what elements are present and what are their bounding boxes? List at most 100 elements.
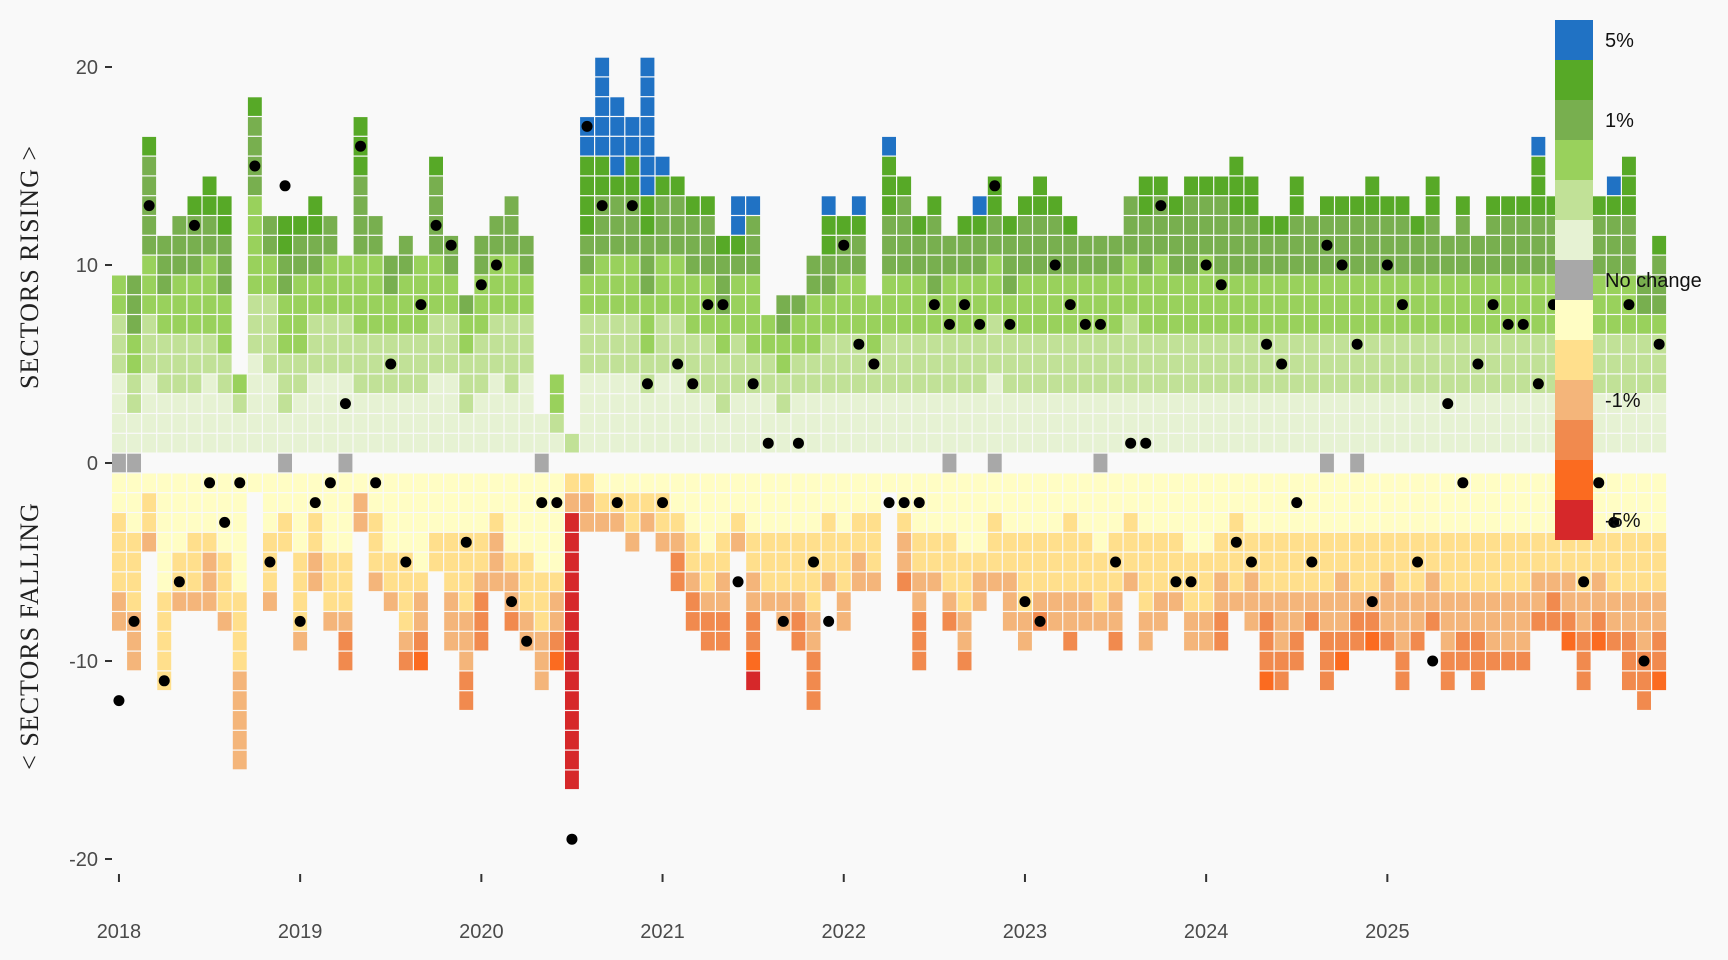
rising-cell [791,315,806,334]
legend-label: -5% [1605,510,1641,532]
rising-cell [610,275,625,295]
rising-cell [1274,374,1289,394]
rising-cell [232,414,247,433]
falling-cell [942,612,957,631]
rising-cell [1350,275,1365,295]
falling-cell [1410,513,1425,532]
rising-cell [398,354,413,374]
rising-cell [821,255,836,275]
rising-cell [1153,275,1168,295]
net-dot [113,695,125,707]
falling-cell [1380,532,1395,552]
falling-cell [565,552,579,572]
rising-cell [1274,216,1289,235]
rising-cell [761,354,776,374]
falling-cell [1350,532,1365,552]
falling-cell [1184,513,1198,532]
falling-cell [232,513,247,532]
rising-cell [987,433,1002,453]
legend-label: 5% [1605,30,1634,52]
falling-cell [232,651,247,671]
rising-cell [1123,354,1138,374]
rising-cell [278,374,292,394]
legend-swatch [1555,380,1593,420]
rising-cell [1244,216,1259,235]
falling-cell [1622,651,1636,671]
rising-cell [1244,196,1259,215]
falling-cell [1546,552,1561,572]
falling-cell [444,513,459,532]
rising-cell [1123,196,1138,215]
falling-cell [565,592,579,611]
falling-cell [1199,493,1214,512]
rising-cell [474,235,489,255]
rising-cell [746,196,761,215]
falling-cell [565,730,579,750]
falling-cell [429,473,443,493]
falling-cell [776,552,791,572]
rising-cell [323,255,338,275]
falling-cell [1229,513,1244,532]
rising-cell [1153,334,1168,354]
rising-cell [821,374,836,394]
rising-cell [1244,176,1259,196]
rising-cell [1169,196,1183,215]
rising-cell [897,196,912,215]
falling-cell [565,711,579,730]
rising-cell [821,414,836,433]
rising-cell [1425,354,1440,374]
rising-cell [1455,433,1470,453]
rising-cell [519,374,534,394]
rising-cell [368,414,383,433]
rising-cell [429,275,443,295]
rising-cell [912,216,927,235]
rising-cell [685,235,700,255]
rising-cell [791,354,806,374]
rising-cell [127,394,141,413]
net-dot [249,160,261,172]
rising-cell [1184,295,1198,314]
falling-cell [1063,552,1078,572]
rising-cell [1516,295,1531,314]
net-dot [702,299,714,311]
falling-cell [1365,552,1380,572]
rising-cell [172,394,187,413]
rising-cell [1591,235,1606,255]
rising-cell [353,196,368,215]
rising-cell [293,394,308,413]
falling-cell [474,631,489,651]
rising-cell [217,354,232,374]
rising-cell [1244,295,1259,314]
rising-cell [640,196,655,215]
falling-cell [549,651,564,671]
net-dot [1049,259,1061,271]
rising-cell [504,235,519,255]
falling-cell [293,493,308,512]
falling-cell [1365,513,1380,532]
rising-cell [1486,394,1500,413]
rising-cell [172,414,187,433]
net-dot [1215,279,1227,291]
rising-cell [217,433,232,453]
rising-cell [1229,315,1244,334]
rising-cell [383,394,398,413]
rising-cell [640,315,655,334]
falling-cell [504,552,519,572]
falling-cell [987,473,1002,493]
rising-cell [549,394,564,413]
x-tick-label: 2024 [1184,921,1229,943]
net-dot [1140,437,1152,449]
rising-cell [1123,414,1138,433]
rising-cell [1033,414,1047,433]
rising-cell [247,433,262,453]
rising-cell [851,433,866,453]
rising-cell [746,394,761,413]
net-dot [1487,299,1499,311]
falling-cell [1048,552,1063,572]
rising-cell [1395,394,1410,413]
falling-cell [640,493,655,512]
rising-cell [761,334,776,354]
falling-cell [112,493,126,512]
falling-cell [414,493,428,512]
rising-cell [1380,374,1395,394]
